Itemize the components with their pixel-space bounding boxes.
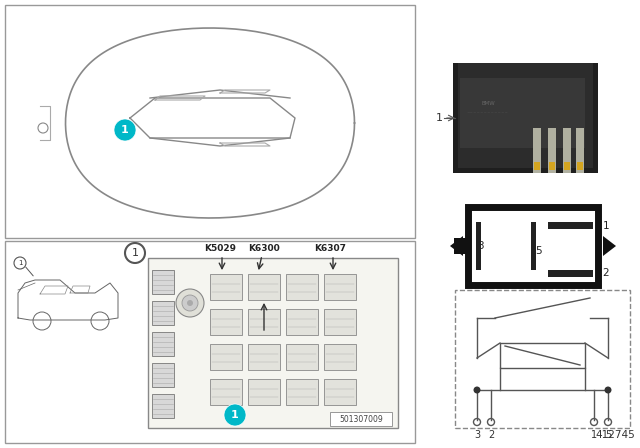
Bar bbox=[210, 309, 242, 335]
Bar bbox=[248, 344, 280, 370]
Polygon shape bbox=[603, 236, 616, 256]
Bar bbox=[564, 162, 570, 170]
Bar bbox=[549, 162, 555, 170]
Bar bbox=[248, 379, 280, 405]
Bar bbox=[210, 344, 242, 370]
Bar bbox=[324, 309, 356, 335]
Polygon shape bbox=[454, 238, 468, 254]
Bar bbox=[576, 128, 584, 173]
Circle shape bbox=[176, 289, 204, 317]
Text: K6300: K6300 bbox=[248, 244, 280, 253]
Bar bbox=[148, 258, 398, 428]
Bar bbox=[324, 274, 356, 300]
Text: 1: 1 bbox=[121, 125, 129, 135]
Bar bbox=[534, 162, 540, 170]
Bar bbox=[152, 332, 174, 356]
Text: 5: 5 bbox=[536, 246, 542, 256]
Text: ~~~~~~~~~~~~: ~~~~~~~~~~~~ bbox=[467, 111, 509, 115]
Bar bbox=[453, 63, 598, 173]
Text: 1: 1 bbox=[231, 410, 239, 420]
Circle shape bbox=[224, 404, 246, 426]
Text: 3: 3 bbox=[477, 241, 483, 251]
Bar bbox=[286, 344, 318, 370]
Bar bbox=[324, 379, 356, 405]
Bar bbox=[468, 207, 598, 285]
Bar bbox=[548, 270, 593, 277]
Circle shape bbox=[182, 295, 198, 311]
Bar bbox=[152, 394, 174, 418]
Bar bbox=[330, 412, 392, 426]
Bar bbox=[248, 309, 280, 335]
Bar bbox=[5, 241, 415, 443]
Bar bbox=[5, 5, 415, 238]
Text: 1: 1 bbox=[131, 248, 138, 258]
Bar bbox=[460, 78, 585, 148]
Circle shape bbox=[605, 387, 611, 393]
Bar bbox=[458, 63, 593, 168]
Circle shape bbox=[125, 243, 145, 263]
Bar bbox=[533, 128, 541, 173]
Circle shape bbox=[114, 119, 136, 141]
Polygon shape bbox=[450, 236, 463, 256]
Circle shape bbox=[474, 387, 481, 393]
Bar bbox=[455, 290, 630, 428]
Circle shape bbox=[14, 257, 26, 269]
Text: 3: 3 bbox=[474, 430, 480, 440]
Bar bbox=[286, 379, 318, 405]
Bar bbox=[210, 274, 242, 300]
Bar bbox=[286, 274, 318, 300]
Text: K5029: K5029 bbox=[204, 244, 236, 253]
Text: 5: 5 bbox=[605, 430, 611, 440]
Circle shape bbox=[187, 300, 193, 306]
Bar bbox=[563, 128, 571, 173]
Bar bbox=[152, 301, 174, 325]
Bar bbox=[286, 309, 318, 335]
Text: BMW: BMW bbox=[481, 100, 495, 105]
Text: 1: 1 bbox=[591, 430, 597, 440]
Bar bbox=[152, 270, 174, 294]
Text: 1: 1 bbox=[603, 221, 609, 231]
Text: 2: 2 bbox=[488, 430, 494, 440]
Text: 1: 1 bbox=[436, 113, 443, 123]
Text: 1: 1 bbox=[18, 260, 22, 266]
Bar bbox=[531, 222, 536, 270]
Bar bbox=[210, 379, 242, 405]
Text: 412745: 412745 bbox=[595, 430, 635, 440]
Bar bbox=[577, 162, 583, 170]
Text: 501307009: 501307009 bbox=[339, 414, 383, 423]
Bar bbox=[324, 344, 356, 370]
Bar bbox=[548, 128, 556, 173]
Text: K6307: K6307 bbox=[314, 244, 346, 253]
Bar bbox=[548, 222, 593, 229]
Bar bbox=[500, 343, 585, 368]
Bar bbox=[476, 222, 481, 270]
Bar bbox=[248, 274, 280, 300]
Bar bbox=[152, 363, 174, 387]
Text: 2: 2 bbox=[603, 268, 609, 278]
